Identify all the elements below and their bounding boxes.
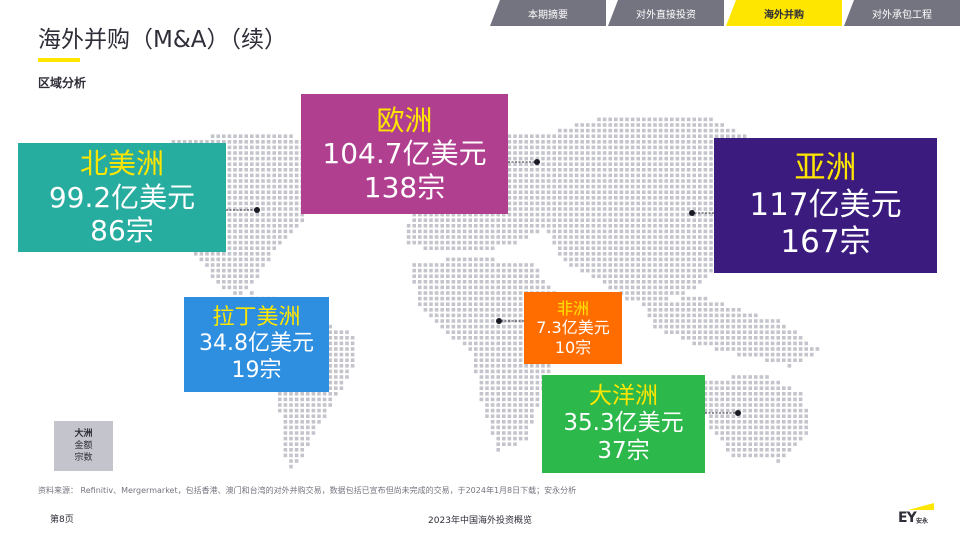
region-box-north-america: 北美洲 99.2亿美元 86宗	[18, 143, 226, 252]
region-name: 欧洲	[376, 103, 433, 137]
page-number: 第8页	[50, 515, 74, 525]
region-name: 亚洲	[794, 149, 857, 186]
leader-africa	[496, 318, 524, 324]
region-name: 北美洲	[79, 147, 164, 181]
region-name: 非洲	[556, 299, 589, 319]
region-box-asia: 亚洲 117亿美元 167宗	[714, 138, 937, 273]
leader-oceania	[705, 410, 741, 416]
region-deals: 10宗	[554, 337, 592, 357]
section-title: 区域分析	[38, 76, 87, 90]
region-deals: 37宗	[597, 437, 650, 464]
footer-title: 2023年中国海外投资概览	[428, 516, 532, 526]
region-name: 大洋洲	[589, 382, 658, 409]
tab-outbound-direct-investment[interactable]: 对外直接投资	[608, 0, 724, 26]
title-accent-bar	[38, 58, 80, 62]
ey-logo: EY 安永	[898, 503, 934, 527]
region-box-oceania: 大洋洲 35.3亿美元 37宗	[542, 375, 705, 473]
map-legend: 大洲 金额 宗数	[54, 421, 113, 471]
legend-amount: 金额	[74, 440, 93, 451]
legend-deals: 宗数	[74, 453, 93, 464]
region-amount: 99.2亿美元	[48, 180, 196, 214]
region-deals: 19宗	[231, 357, 282, 383]
logo-cn: 安永	[916, 518, 929, 525]
region-deals: 167宗	[780, 224, 871, 261]
legend-continent: 大洲	[74, 428, 93, 439]
tab-overseas-ma[interactable]: 海外并购	[726, 0, 842, 26]
region-amount: 104.7亿美元	[322, 137, 487, 171]
section-tabs: 本期摘要 对外直接投资 海外并购 对外承包工程	[488, 0, 960, 26]
leader-north-america	[226, 207, 260, 213]
tab-summary[interactable]: 本期摘要	[490, 0, 606, 26]
region-amount: 35.3亿美元	[563, 410, 684, 437]
region-amount: 7.3亿美元	[536, 318, 610, 338]
page-title: 海外并购（M&A）（续）	[38, 27, 288, 53]
region-amount: 117亿美元	[749, 186, 902, 223]
source-note: 资料来源： Refinitiv、Mergermarket，包括香港、澳门和台湾的…	[38, 486, 577, 495]
region-box-europe: 欧洲 104.7亿美元 138宗	[301, 94, 508, 214]
region-amount: 34.8亿美元	[199, 331, 314, 357]
region-deals: 86宗	[90, 214, 154, 248]
tab-overseas-contracting[interactable]: 对外承包工程	[844, 0, 960, 26]
logo-mark: EY	[898, 510, 917, 526]
region-name: 拉丁美洲	[212, 304, 301, 330]
leader-europe	[508, 159, 540, 165]
leader-asia	[689, 210, 714, 216]
region-box-africa: 非洲 7.3亿美元 10宗	[524, 292, 622, 364]
region-box-latin-america: 拉丁美洲 34.8亿美元 19宗	[184, 297, 329, 392]
logo-beam-icon	[908, 503, 934, 510]
region-deals: 138宗	[363, 170, 446, 204]
